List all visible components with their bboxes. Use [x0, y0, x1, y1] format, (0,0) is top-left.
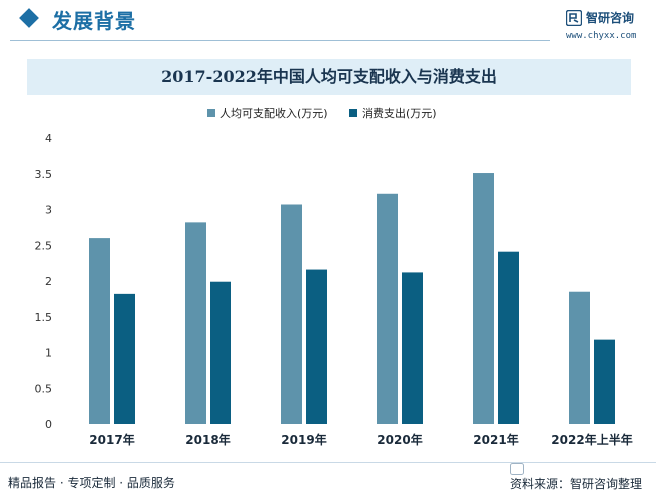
y-tick-label: 4	[45, 132, 52, 145]
bar-income	[569, 291, 590, 424]
y-tick-label: 2	[45, 275, 52, 288]
bar-income	[377, 193, 398, 424]
legend-swatch-income	[207, 109, 215, 117]
header-divider	[10, 40, 550, 41]
bar-expenditure	[306, 269, 327, 424]
bar-expenditure	[402, 272, 423, 424]
legend-swatch-expenditure	[349, 109, 357, 117]
y-tick-label: 0.5	[35, 382, 53, 395]
legend-label-expenditure: 消费支出(万元)	[362, 107, 437, 120]
bar-income	[281, 204, 302, 424]
footer-source: 资料来源：智研咨询整理	[509, 462, 642, 492]
bar-expenditure	[594, 339, 615, 424]
x-tick-label: 2017年	[89, 432, 134, 447]
y-tick-label: 3	[45, 204, 52, 217]
bar-income	[473, 173, 494, 424]
legend-label-income: 人均可支配收入(万元)	[220, 107, 328, 120]
y-tick-label: 1	[45, 347, 52, 360]
bar-expenditure	[114, 293, 135, 424]
header: 发展背景 智研咨询 www.chyxx.com	[0, 0, 656, 44]
footer-source-text: 资料来源：智研咨询整理	[509, 477, 642, 491]
footer-divider	[0, 462, 656, 463]
bar-income	[89, 238, 110, 424]
x-tick-label: 2021年	[473, 432, 518, 447]
brand-logo-icon	[566, 10, 582, 26]
x-tick-label: 2022年上半年	[551, 432, 632, 447]
brand-url[interactable]: www.chyxx.com	[566, 31, 637, 41]
x-tick-label: 2018年	[185, 432, 230, 447]
bar-expenditure	[210, 281, 231, 424]
brand-name: 智研咨询	[586, 11, 635, 25]
source-logo-icon	[509, 463, 524, 475]
x-tick-label: 2020年	[377, 432, 422, 447]
chart-title-bar: 2017-2022年中国人均可支配收入与消费支出	[27, 59, 631, 95]
y-tick-label: 0	[45, 418, 52, 431]
y-tick-label: 3.5	[35, 168, 53, 181]
section-title: 发展背景	[52, 9, 136, 33]
footer-slogan: 精品报告 · 专项定制 · 品质服务	[8, 476, 175, 490]
chart-title: 2017-2022年中国人均可支配收入与消费支出	[161, 67, 497, 86]
footer: 精品报告 · 专项定制 · 品质服务 资料来源：智研咨询整理	[0, 462, 656, 494]
bar-income	[185, 222, 206, 424]
x-tick-label: 2019年	[281, 432, 326, 447]
y-tick-label: 2.5	[35, 239, 53, 252]
brand[interactable]: 智研咨询 www.chyxx.com	[566, 9, 656, 41]
bar-expenditure	[498, 251, 519, 424]
y-tick-label: 1.5	[35, 311, 53, 324]
